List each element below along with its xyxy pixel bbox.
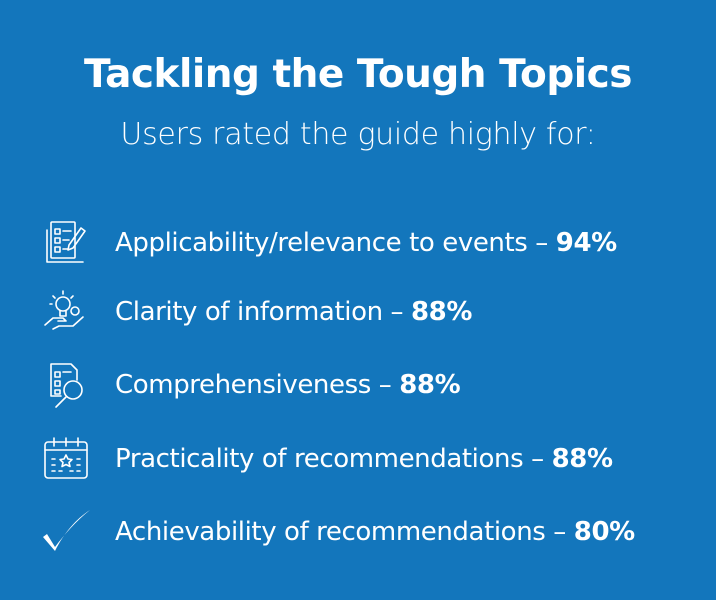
list-item: Achievability of recommendations – 80%	[40, 507, 635, 557]
lightbulb-hand-gear-icon	[40, 287, 92, 337]
item-value: 88%	[399, 370, 461, 400]
list-item: Applicability/relevance to events – 94%	[40, 218, 617, 268]
item-value: 94%	[555, 228, 617, 258]
checklist-pencil-icon	[40, 218, 92, 268]
list-item: Clarity of information – 88%	[40, 287, 472, 337]
checkmark-icon	[40, 507, 92, 557]
calendar-star-icon	[40, 434, 92, 484]
page-subtitle: Users rated the guide highly for:	[120, 117, 596, 152]
item-label: Practicality of recommendations –	[115, 444, 552, 474]
list-item: Practicality of recommendations – 88%	[40, 434, 613, 484]
item-label: Comprehensiveness –	[115, 370, 400, 400]
item-value: 80%	[573, 517, 635, 547]
document-magnifier-icon	[40, 360, 92, 410]
item-label: Applicability/relevance to events –	[115, 228, 556, 258]
list-item: Comprehensiveness – 88%	[40, 360, 461, 410]
item-label: Clarity of information –	[115, 297, 411, 327]
item-value: 88%	[410, 297, 473, 327]
item-value: 88%	[551, 444, 613, 474]
item-label: Achievability of recommendations –	[115, 517, 574, 547]
page-title: Tackling the Tough Topics	[84, 52, 632, 97]
